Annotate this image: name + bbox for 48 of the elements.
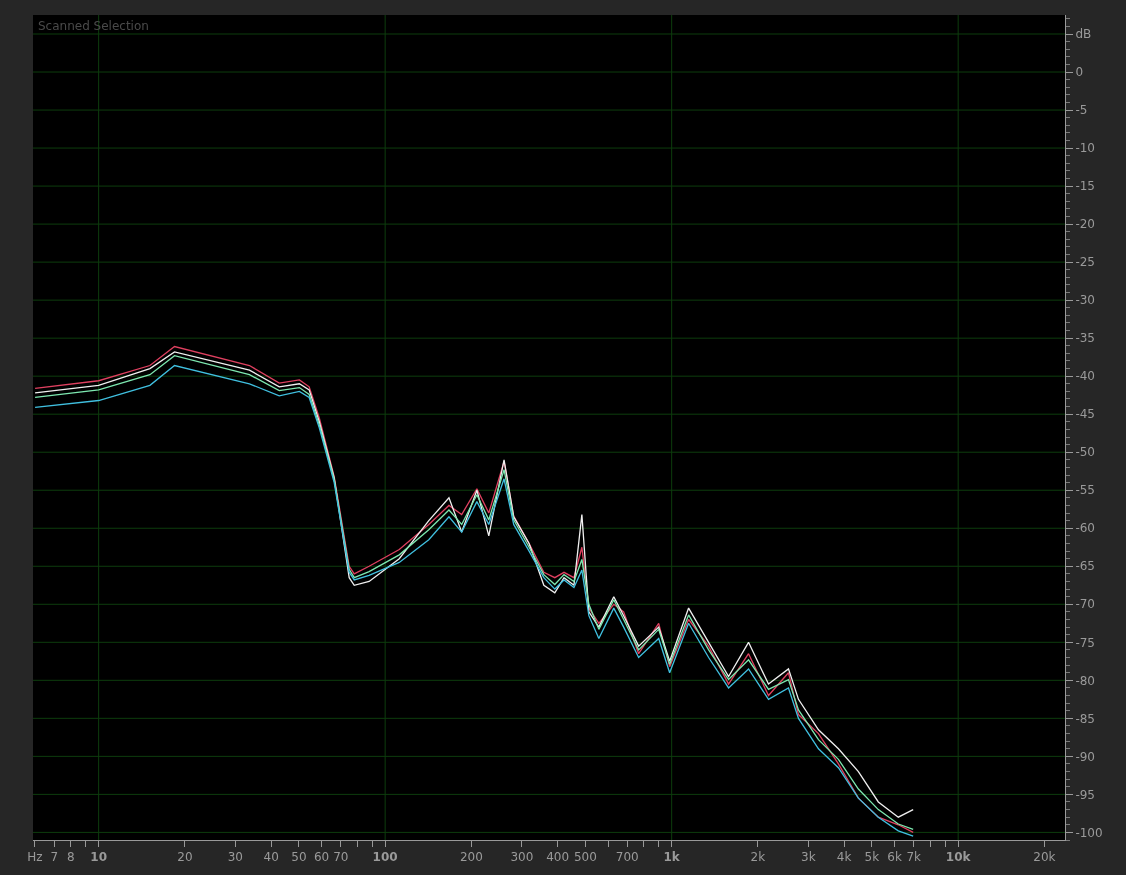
x-tick-label: 20	[177, 850, 193, 865]
x-tick-label: 4k	[836, 850, 852, 865]
y-tick-label: -45	[1075, 407, 1096, 422]
annotation: Scanned Selection	[38, 19, 149, 33]
x-tick-label: 40	[263, 850, 279, 865]
x-tick-label: 1k	[663, 850, 681, 865]
x-tick-label: 7	[50, 850, 59, 865]
x-tick-label: 5k	[864, 850, 880, 865]
x-tick-label: 10k	[945, 850, 972, 865]
x-tick-label: 70	[333, 850, 349, 865]
y-tick-label: -85	[1075, 711, 1096, 726]
x-tick-label: 500	[573, 850, 597, 865]
y-tick-label: -15	[1075, 179, 1096, 194]
x-tick-label: 700	[615, 850, 639, 865]
y-tick-label: -95	[1075, 787, 1096, 802]
x-tick-label: 400	[546, 850, 570, 865]
y-axis-title: dB	[1075, 27, 1092, 42]
x-tick-label: 10	[90, 850, 107, 865]
x-tick-label: 6k	[887, 850, 902, 865]
y-tick-label: 0	[1075, 65, 1084, 80]
x-tick-label: 2k	[750, 850, 766, 865]
y-tick-label: -70	[1075, 597, 1096, 612]
y-tick-label: -25	[1075, 255, 1096, 270]
y-tick-label: -40	[1075, 369, 1096, 384]
x-tick-label: 200	[459, 850, 483, 865]
x-tick-label: 20k	[1033, 850, 1056, 865]
y-tick-label: -5	[1075, 103, 1088, 118]
x-tick-label: 60	[313, 850, 330, 865]
y-tick-label: -90	[1075, 749, 1096, 764]
x-axis-title: Hz	[27, 850, 43, 865]
y-tick-label: -65	[1075, 559, 1096, 574]
x-tick-label: 50	[291, 850, 307, 865]
y-tick-label: -75	[1075, 635, 1096, 650]
y-tick-label: -55	[1075, 483, 1096, 498]
y-tick-label: -80	[1075, 673, 1096, 688]
y-tick-label: -35	[1075, 331, 1096, 346]
x-tick-label: 300	[510, 850, 534, 865]
y-tick-label: -20	[1075, 217, 1096, 232]
x-tick-label: 30	[227, 850, 243, 865]
y-tick-label: -60	[1075, 521, 1096, 536]
y-tick-label: -10	[1075, 141, 1096, 156]
x-tick-label: 8	[67, 850, 75, 865]
x-tick-label: 100	[372, 850, 398, 865]
x-tick-label: 3k	[801, 850, 816, 865]
y-tick-label: -100	[1075, 825, 1103, 840]
x-tick-label: 7k	[906, 850, 922, 865]
y-tick-label: -50	[1075, 445, 1096, 460]
y-tick-label: -30	[1075, 293, 1096, 308]
